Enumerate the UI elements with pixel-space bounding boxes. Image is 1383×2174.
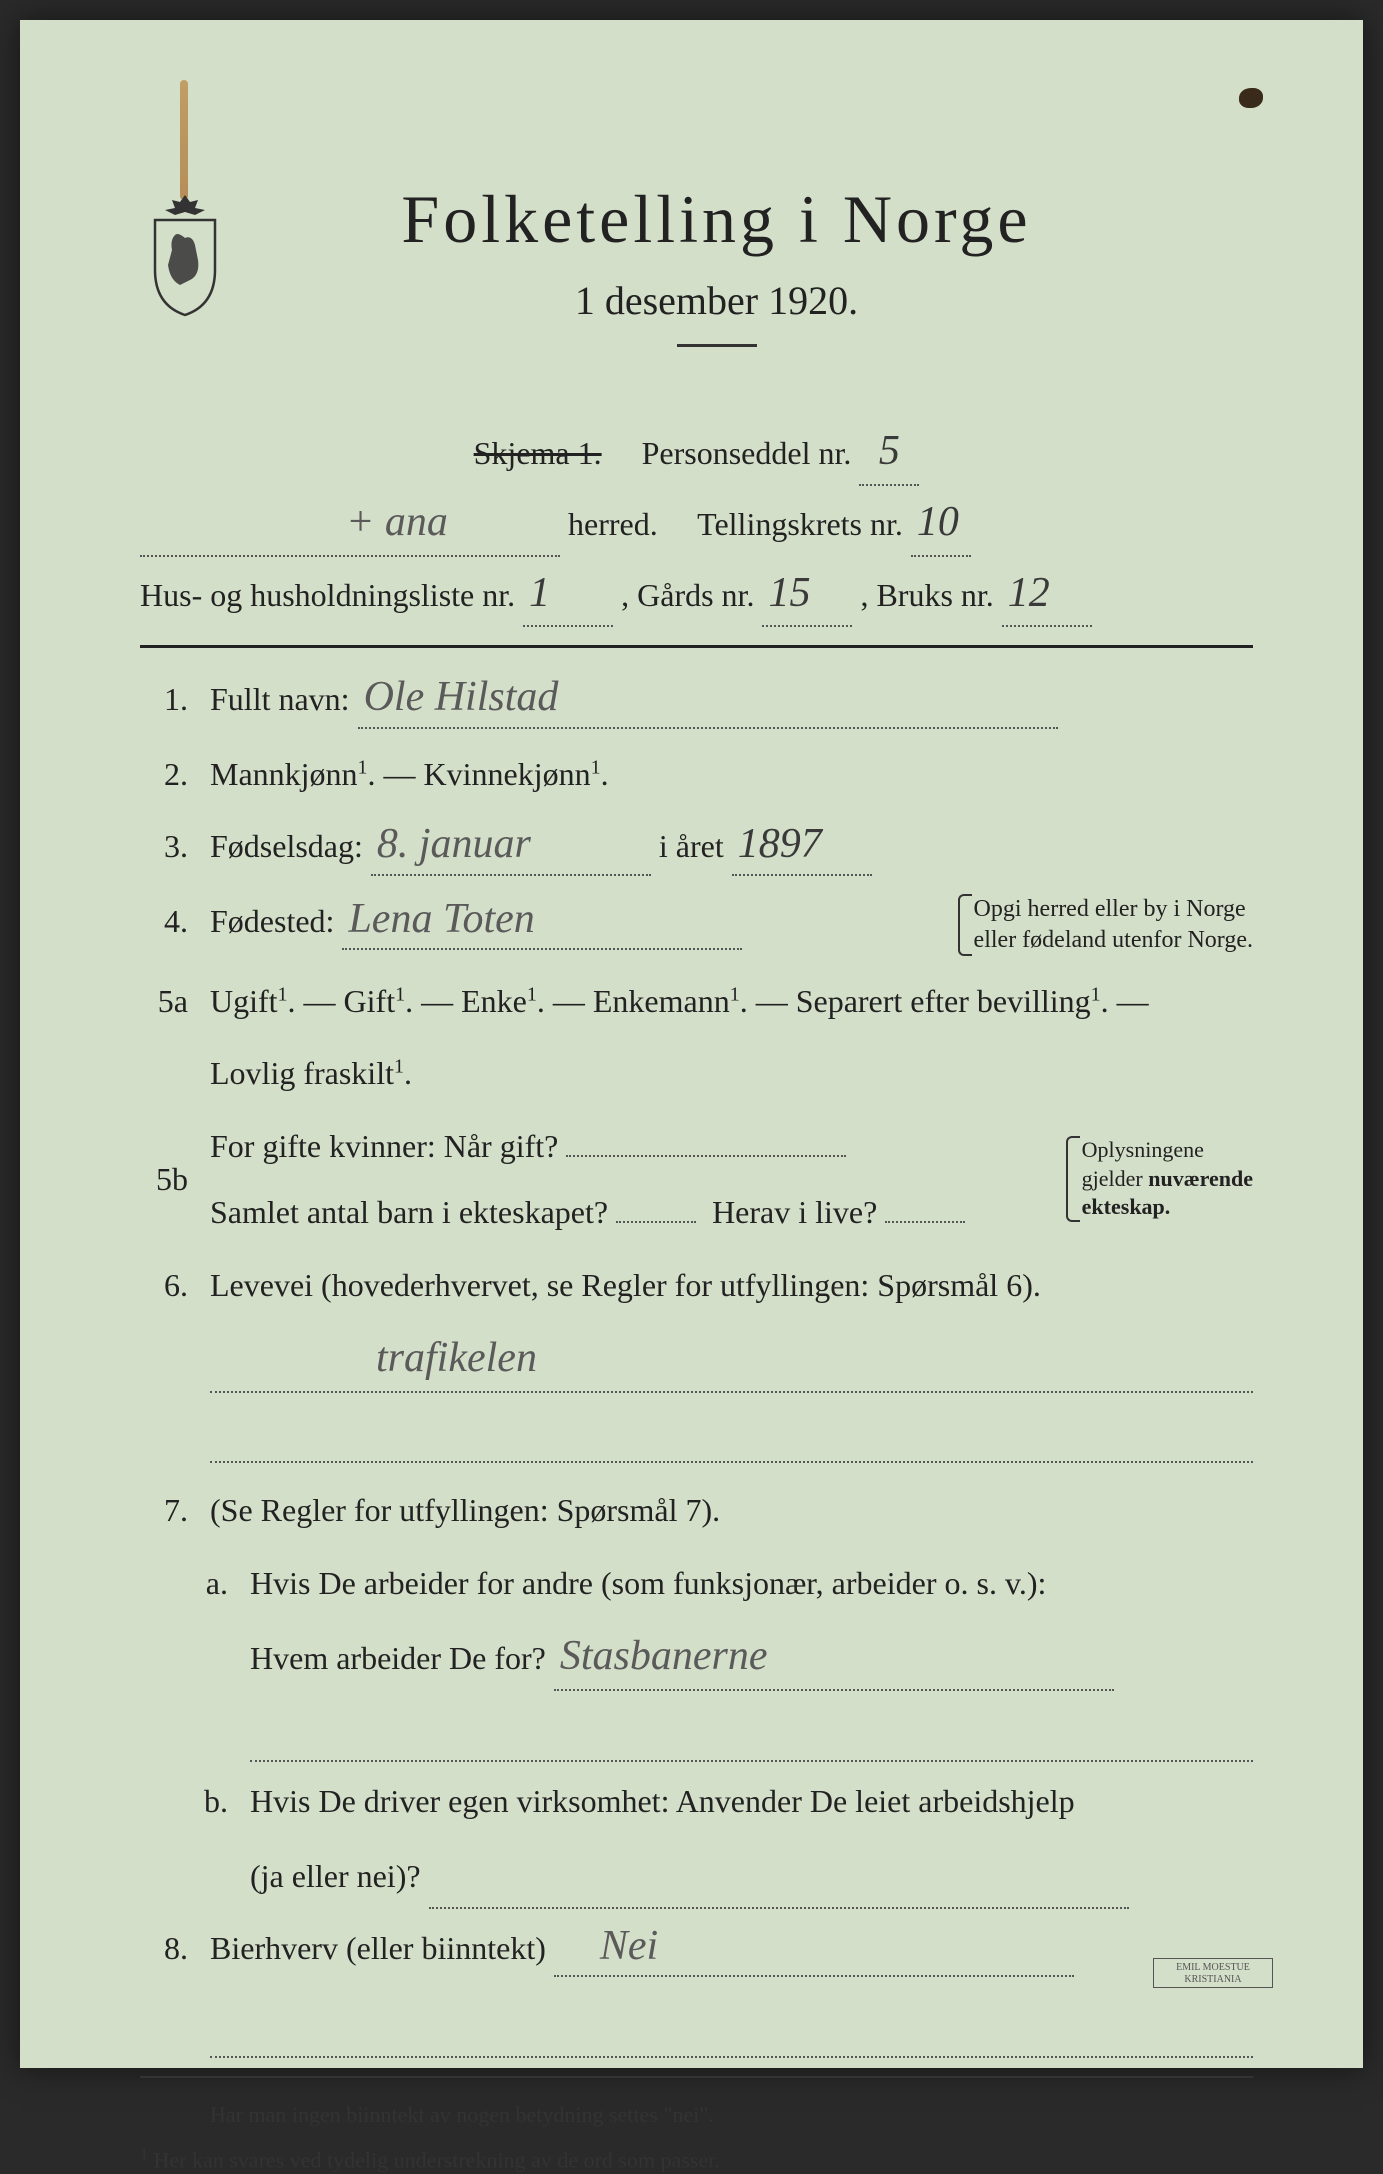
q7a: a. Hvis De arbeider for andre (som funks…	[140, 1556, 1253, 1610]
q3-label: Fødselsdag:	[210, 828, 363, 864]
footnote2: 1 Her kan svares ved tydelig understrekn…	[140, 2146, 1253, 2173]
herred-line: + ana herred. Tellingskrets nr. 10	[140, 494, 1253, 557]
q8: 8. Bierhverv (eller biinntekt) Nei	[140, 1921, 1253, 1977]
q6: 6. Levevei (hovederhvervet, se Regler fo…	[140, 1258, 1253, 1312]
q3-mid: i året	[659, 828, 724, 864]
personseddel-nr: 5	[879, 435, 900, 469]
skjema-line: Skjema 1. Personseddel nr. 5	[140, 423, 1253, 486]
q5b-label-c: Herav i live?	[712, 1194, 877, 1230]
q7b-sub: (ja eller nei)?	[250, 1846, 1253, 1909]
q7a-num: a.	[140, 1556, 250, 1610]
q1-label: Fullt navn:	[210, 681, 350, 717]
q6-value: trafikelen	[376, 1342, 537, 1376]
q6-label: Levevei (hovederhvervet, se Regler for u…	[210, 1267, 1041, 1303]
herred-label: herred.	[568, 506, 658, 542]
hus-line: Hus- og husholdningsliste nr. 1 , Gårds …	[140, 565, 1253, 628]
q6-value-line: trafikelen	[210, 1330, 1253, 1393]
printer-mark: EMIL MOESTUEKRISTIANIA	[1153, 1958, 1273, 1988]
hus-nr: 1	[529, 577, 550, 611]
skjema-label: Skjema 1.	[474, 435, 602, 471]
coat-of-arms-icon	[140, 190, 230, 320]
footer-rule	[140, 2076, 1253, 2078]
q3-num: 3.	[140, 819, 210, 873]
gards-label: , Gårds nr.	[621, 577, 754, 613]
q5a-opt2: Enke	[461, 983, 527, 1019]
q2-female: Kvinnekjønn	[424, 756, 591, 792]
q5a-tail: Lovlig fraskilt1.	[140, 1046, 1253, 1100]
title-block: Folketelling i Norge 1 desember 1920.	[180, 180, 1253, 383]
q6-blank	[210, 1401, 1253, 1464]
q7-num: 7.	[140, 1483, 210, 1537]
q7b: b. Hvis De driver egen virksomhet: Anven…	[140, 1774, 1253, 1828]
q7a-value: Stasbanerne	[560, 1640, 768, 1674]
title-rule	[677, 344, 757, 347]
q8-label: Bierhverv (eller biinntekt)	[210, 1930, 546, 1966]
paper-stain	[180, 80, 188, 200]
census-form-page: Folketelling i Norge 1 desember 1920. Sk…	[20, 20, 1363, 2068]
main-title: Folketelling i Norge	[180, 180, 1253, 259]
herred-value: + ana	[346, 506, 448, 540]
q7a-label: Hvis De arbeider for andre (som funksjon…	[250, 1565, 1046, 1601]
q7-label: (Se Regler for utfyllingen: Spørsmål 7).	[210, 1492, 720, 1528]
q5a-opt4: Separert efter bevilling	[796, 983, 1091, 1019]
q7a-sub-label: Hvem arbeider De for?	[250, 1640, 546, 1676]
subtitle: 1 desember 1920.	[180, 277, 1253, 324]
q5b-num: 5b	[140, 1152, 210, 1206]
q2: 2. Mannkjønn1. — Kvinnekjønn1.	[140, 747, 1253, 801]
q7a-blank	[250, 1699, 1253, 1762]
q8-blank	[210, 1995, 1253, 2058]
q7: 7. (Se Regler for utfyllingen: Spørsmål …	[140, 1483, 1253, 1537]
footnote1: Har man ingen biinntekt av nogen betydni…	[210, 2102, 1253, 2128]
q5b: 5b For gifte kvinner: Når gift? Samlet a…	[140, 1119, 1253, 1240]
q3: 3. Fødselsdag: 8. januar i året 1897	[140, 819, 1253, 875]
q4-note: Opgi herred eller by i Norge eller fødel…	[974, 894, 1253, 956]
q6-num: 6.	[140, 1258, 210, 1312]
q7b-num: b.	[140, 1774, 250, 1828]
q5a-opt1: Gift	[344, 983, 396, 1019]
header: Folketelling i Norge 1 desember 1920.	[140, 180, 1253, 383]
q1: 1. Fullt navn: Ole Hilstad	[140, 672, 1253, 728]
bruks-nr: 12	[1008, 577, 1050, 611]
q5a-opt0: Ugift	[210, 983, 278, 1019]
personseddel-label: Personseddel nr.	[642, 435, 852, 471]
q7a-sub: Hvem arbeider De for? Stasbanerne	[250, 1628, 1253, 1691]
q8-value: Nei	[600, 1930, 658, 1964]
q5b-label-a: For gifte kvinner: Når gift?	[210, 1128, 558, 1164]
q5a-tail-label: Lovlig fraskilt	[210, 1055, 394, 1091]
q7b-sub-label: (ja eller nei)?	[250, 1858, 421, 1894]
paper-mark	[1239, 88, 1263, 108]
q8-num: 8.	[140, 1921, 210, 1975]
q5a-num: 5a	[140, 974, 210, 1028]
tellingskrets-label: Tellingskrets nr.	[697, 506, 903, 542]
q4-num: 4.	[140, 894, 210, 948]
q2-num: 2.	[140, 747, 210, 801]
q5a: 5a Ugift1. — Gift1. — Enke1. — Enkemann1…	[140, 974, 1253, 1028]
q4: 4. Fødested: Lena Toten Opgi herred elle…	[140, 894, 1253, 956]
q3-day: 8. januar	[377, 828, 531, 862]
q4-label: Fødested:	[210, 903, 334, 939]
divider	[140, 645, 1253, 648]
hus-label: Hus- og husholdningsliste nr.	[140, 577, 515, 613]
q4-value: Lena Toten	[348, 903, 534, 937]
q1-num: 1.	[140, 672, 210, 726]
q2-male: Mannkjønn	[210, 756, 358, 792]
q3-year: 1897	[738, 828, 822, 862]
q5a-opt3: Enkemann	[593, 983, 730, 1019]
q1-value: Ole Hilstad	[364, 681, 559, 715]
q5b-note: Oplysningene gjelder nuværende ekteskap.	[1082, 1136, 1253, 1222]
q5b-label-b: Samlet antal barn i ekteskapet?	[210, 1194, 608, 1230]
tellingskrets-nr: 10	[917, 506, 959, 540]
gards-nr: 15	[768, 577, 810, 611]
bruks-label: , Bruks nr.	[860, 577, 993, 613]
q7b-label: Hvis De driver egen virksomhet: Anvender…	[250, 1783, 1075, 1819]
